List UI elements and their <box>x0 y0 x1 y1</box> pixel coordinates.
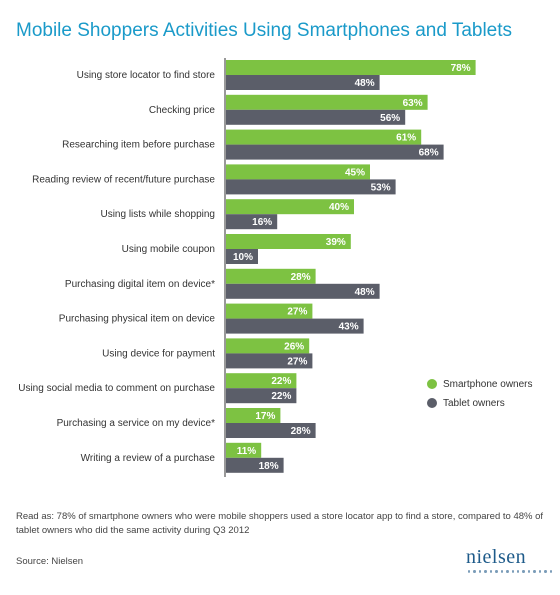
value-label-tablet-using-social-media-to-comment-on-purchase: 22% <box>271 391 291 402</box>
value-label-tablet-using-store-locator-to-find-store: 48% <box>355 78 375 89</box>
read-as-note: Read as: 78% of smartphone owners who we… <box>16 511 544 536</box>
bar-tablet-using-store-locator-to-find-store <box>226 75 380 90</box>
category-label-using-store-locator-to-find-store: Using store locator to find store <box>77 70 216 81</box>
bar-smartphone-purchasing-digital-item-on-device <box>226 268 316 284</box>
category-label-reading-review-of-recent-future-purchase: Reading review of recent/future purchase <box>32 174 215 185</box>
value-label-tablet-writing-a-review-of-a-purchase: 18% <box>259 461 279 472</box>
category-label-researching-item-before-purchase: Researching item before purchase <box>62 140 215 151</box>
value-label-smartphone-using-lists-while-shopping: 40% <box>329 202 349 213</box>
bar-tablet-purchasing-physical-item-on-device <box>226 318 364 334</box>
category-label-using-device-for-payment: Using device for payment <box>102 348 215 359</box>
chart-title: Mobile Shoppers Activities Using Smartph… <box>16 20 513 41</box>
value-label-smartphone-checking-price: 63% <box>403 98 423 109</box>
category-label-writing-a-review-of-a-purchase: Writing a review of a purchase <box>81 453 216 464</box>
bar-tablet-using-device-for-payment <box>226 353 313 369</box>
bar-tablet-using-social-media-to-comment-on-purchase <box>226 388 297 404</box>
bar-tablet-checking-price <box>226 109 406 125</box>
bar-smartphone-researching-item-before-purchase <box>226 129 422 145</box>
legend-swatch-smartphone <box>427 379 437 389</box>
category-label-checking-price: Checking price <box>149 105 216 116</box>
bar-chart: 78% 48% 63%56% 61%68% 45% 53% 40% 16% 39% 10% 28% 4… <box>18 58 476 477</box>
category-label-using-lists-while-shopping: Using lists while shopping <box>100 209 215 220</box>
bar-smartphone-using-mobile-coupon <box>226 234 351 249</box>
value-label-smartphone-researching-item-before-purchase: 61% <box>396 133 416 144</box>
value-label-smartphone-purchasing-a-service-on-my-device: 17% <box>255 411 275 422</box>
category-label-purchasing-physical-item-on-device: Purchasing physical item on device <box>59 314 216 325</box>
value-label-smartphone-purchasing-digital-item-on-device: 28% <box>291 272 311 283</box>
legend-swatch-tablet <box>427 398 437 408</box>
source-text: Source: Nielsen <box>16 556 84 567</box>
nielsen-logo-text: nielsen <box>466 546 527 568</box>
nielsen-logo: nielsen <box>466 547 552 573</box>
bar-tablet-researching-item-before-purchase <box>226 144 444 160</box>
bar-tablet-purchasing-digital-item-on-device <box>226 283 380 299</box>
legend: Smartphone owners Tablet owners <box>427 377 533 415</box>
legend-label-tablet: Tablet owners <box>443 397 505 409</box>
value-label-tablet-using-lists-while-shopping: 16% <box>252 217 272 228</box>
category-label-using-social-media-to-comment-on-purchase: Using social media to comment on purchas… <box>18 383 215 394</box>
bar-smartphone-writing-a-review-of-a-purchase <box>226 442 262 458</box>
value-label-tablet-purchasing-physical-item-on-device: 43% <box>339 322 359 333</box>
value-label-tablet-using-mobile-coupon: 10% <box>233 252 253 263</box>
value-label-tablet-purchasing-a-service-on-my-device: 28% <box>291 426 311 437</box>
value-label-tablet-reading-review-of-recent-future-purchase: 53% <box>371 182 391 193</box>
bar-tablet-using-lists-while-shopping <box>226 214 278 230</box>
category-label-purchasing-a-service-on-my-device: Purchasing a service on my device* <box>57 418 216 429</box>
legend-item-tablet: Tablet owners <box>427 396 533 410</box>
value-label-tablet-using-device-for-payment: 27% <box>287 356 307 367</box>
value-label-smartphone-reading-review-of-recent-future-purchase: 45% <box>345 167 365 178</box>
legend-label-smartphone: Smartphone owners <box>443 378 533 390</box>
value-label-smartphone-using-store-locator-to-find-store: 78% <box>451 63 471 74</box>
bar-smartphone-purchasing-a-service-on-my-device <box>226 408 281 423</box>
value-label-tablet-purchasing-digital-item-on-device: 48% <box>355 287 375 298</box>
bar-smartphone-using-lists-while-shopping <box>226 199 354 215</box>
legend-item-smartphone: Smartphone owners <box>427 377 533 391</box>
bars-group: 78% 48% 63%56% 61%68% 45% 53% 40% 16% 39% 10% 28% 4… <box>226 60 476 473</box>
bar-smartphone-using-device-for-payment <box>226 338 310 354</box>
value-label-smartphone-using-mobile-coupon: 39% <box>326 237 346 248</box>
nielsen-logo-dots <box>468 570 552 573</box>
value-label-tablet-checking-price: 56% <box>380 113 400 124</box>
bar-smartphone-using-store-locator-to-find-store <box>226 60 476 75</box>
category-label-purchasing-digital-item-on-device: Purchasing digital item on device* <box>65 279 215 290</box>
bar-tablet-reading-review-of-recent-future-purchase <box>226 179 396 195</box>
bar-smartphone-reading-review-of-recent-future-purchase <box>226 164 370 180</box>
value-label-smartphone-using-social-media-to-comment-on-purchase: 22% <box>271 376 291 387</box>
bar-smartphone-purchasing-physical-item-on-device <box>226 303 313 319</box>
bar-smartphone-checking-price <box>226 94 428 110</box>
value-label-tablet-researching-item-before-purchase: 68% <box>419 148 439 159</box>
bar-tablet-purchasing-a-service-on-my-device <box>226 423 316 438</box>
value-label-smartphone-purchasing-physical-item-on-device: 27% <box>287 307 307 318</box>
bar-tablet-using-mobile-coupon <box>226 249 258 264</box>
value-label-smartphone-using-device-for-payment: 26% <box>284 341 304 352</box>
bar-tablet-writing-a-review-of-a-purchase <box>226 457 284 473</box>
category-label-using-mobile-coupon: Using mobile coupon <box>122 244 215 255</box>
bar-smartphone-using-social-media-to-comment-on-purchase <box>226 373 297 389</box>
value-label-smartphone-writing-a-review-of-a-purchase: 11% <box>237 446 257 457</box>
